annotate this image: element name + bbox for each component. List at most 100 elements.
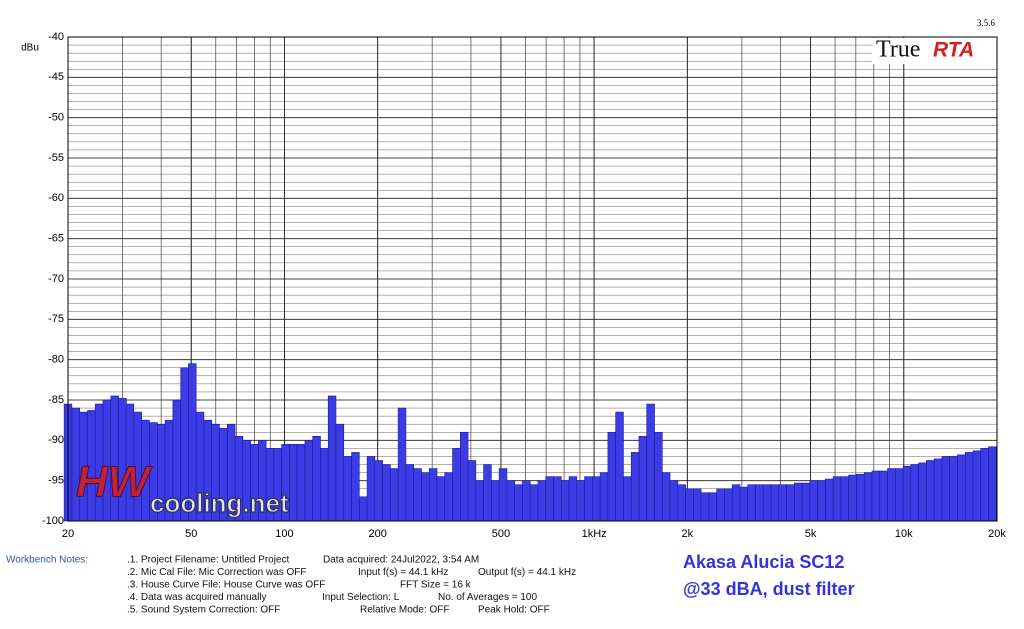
y-tick-label: -95 xyxy=(48,475,64,487)
bar xyxy=(654,431,663,522)
bar xyxy=(343,456,352,522)
note-text: Peak Hold: OFF xyxy=(478,605,550,616)
bar xyxy=(770,484,780,522)
bar xyxy=(863,472,873,522)
y-tick-label: -85 xyxy=(48,394,64,406)
bar xyxy=(801,482,811,522)
bar xyxy=(553,476,562,522)
bar xyxy=(638,435,648,522)
bar xyxy=(755,484,764,522)
note-text: Input Selection: L xyxy=(322,592,400,603)
bar xyxy=(778,484,787,522)
bar xyxy=(304,440,314,522)
note-text: .2. Mic Cal File: Mic Correction was OFF xyxy=(127,567,306,578)
caption-line: @33 dBA, dust filter xyxy=(683,579,855,599)
bar xyxy=(359,496,368,522)
y-tick-label: -100 xyxy=(42,515,64,527)
bar xyxy=(708,492,717,522)
y-tick-label: -75 xyxy=(48,313,64,325)
bar xyxy=(661,472,671,522)
bar xyxy=(545,476,554,522)
bar xyxy=(467,460,477,522)
bar xyxy=(747,484,756,522)
caption-line: Akasa Alucia SC12 xyxy=(683,552,844,572)
bar xyxy=(390,468,399,522)
bar xyxy=(895,468,904,522)
note-text: No. of Averages = 100 xyxy=(438,592,537,603)
bar xyxy=(856,473,865,522)
bar xyxy=(382,464,391,522)
bar xyxy=(366,456,376,522)
bar xyxy=(902,465,912,522)
bar xyxy=(794,482,803,522)
x-tick-label: 20 xyxy=(62,528,74,540)
bar xyxy=(988,446,997,522)
bar xyxy=(560,480,570,522)
bar xyxy=(669,480,679,522)
bar xyxy=(296,444,306,522)
bar xyxy=(483,464,492,522)
bar xyxy=(964,452,974,522)
bar xyxy=(599,472,609,522)
x-tick-label: 20k xyxy=(988,528,1006,540)
bar xyxy=(926,460,935,522)
bar xyxy=(413,468,422,522)
watermark: HW cooling.net xyxy=(76,457,290,518)
bar xyxy=(933,458,943,522)
bar xyxy=(289,444,298,522)
y-tick-label: -50 xyxy=(48,112,64,124)
y-tick-label: -45 xyxy=(48,71,64,83)
x-tick-label: 50 xyxy=(185,528,197,540)
bar xyxy=(980,448,989,522)
y-tick-label: -90 xyxy=(48,434,64,446)
x-tick-label: 200 xyxy=(368,528,386,540)
bar xyxy=(716,488,725,522)
bar xyxy=(460,431,469,522)
bar xyxy=(786,484,795,522)
logo-box xyxy=(872,38,996,64)
bar xyxy=(491,480,500,522)
y-tick-label: -80 xyxy=(48,354,64,366)
version: 3.5.6 xyxy=(977,18,996,28)
bar xyxy=(685,488,694,522)
bar xyxy=(444,472,453,522)
bar xyxy=(592,476,601,522)
bar xyxy=(405,464,414,522)
bar xyxy=(506,480,515,522)
logo-true: True xyxy=(876,37,920,63)
bar xyxy=(397,407,407,522)
note-text: Relative Mode: OFF xyxy=(360,605,449,616)
x-tick-label: 2k xyxy=(682,528,694,540)
bar xyxy=(522,480,531,522)
x-tick-label: 100 xyxy=(275,528,293,540)
bar xyxy=(957,454,966,522)
bar xyxy=(646,403,655,522)
bar xyxy=(327,395,337,522)
bar xyxy=(731,484,741,522)
bar xyxy=(700,492,710,522)
bar xyxy=(840,476,850,522)
bar xyxy=(887,468,896,522)
watermark-hw: HW xyxy=(76,458,153,507)
notes-label: Workbench Notes: xyxy=(6,555,88,566)
note-text: Data acquired: 24Jul2022, 3:54 AM xyxy=(323,555,479,566)
bar xyxy=(529,484,539,522)
note-text: .5. Sound System Correction: OFF xyxy=(127,605,280,616)
bar xyxy=(568,476,578,522)
bar xyxy=(972,450,982,522)
x-tick-label: 5k xyxy=(805,528,817,540)
bar xyxy=(623,476,632,522)
y-axis-label: dBu xyxy=(21,43,39,54)
y-tick-label: -60 xyxy=(48,192,64,204)
bar xyxy=(428,468,438,522)
y-tick-label: -40 xyxy=(48,31,64,43)
bar xyxy=(809,480,818,522)
note-text: .1. Project Filename: Untitled Project xyxy=(127,555,290,566)
logo-rta: RTA xyxy=(933,39,974,62)
bar xyxy=(724,488,733,522)
bar xyxy=(584,476,593,522)
bar xyxy=(677,484,686,522)
bar xyxy=(871,470,881,522)
bar xyxy=(832,476,842,522)
